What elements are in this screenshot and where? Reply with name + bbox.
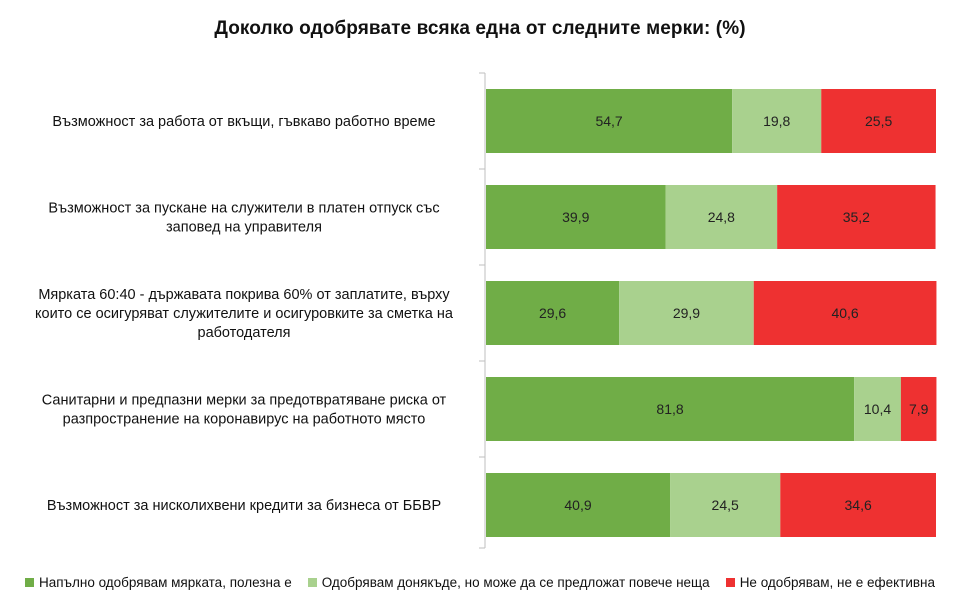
category-label: Възможност за нисколихвени кредити за би… xyxy=(47,498,441,514)
category-label: Възможност за работа от вкъщи, гъвкаво р… xyxy=(52,114,435,130)
bar-segment xyxy=(486,281,620,345)
chart-title: Доколко одобрявате всяка една от следнит… xyxy=(214,18,746,39)
category-label-line: Възможност за пускане на служители в пла… xyxy=(48,201,439,217)
data-label: 39,9 xyxy=(562,209,589,225)
bar-segment xyxy=(780,473,936,537)
bar-segment xyxy=(486,473,671,537)
category-label: Санитарни и предпазни мерки за предотвра… xyxy=(42,393,447,428)
data-label: 34,6 xyxy=(845,497,872,513)
legend-swatch xyxy=(24,578,34,587)
data-label: 24,8 xyxy=(708,209,735,225)
bar-segment xyxy=(486,89,733,153)
bar-segment xyxy=(486,185,666,249)
category-label-line: Мярката 60:40 - държавата покрива 60% от… xyxy=(38,287,450,303)
category-label-line: Санитарни и предпазни мерки за предотвра… xyxy=(42,393,447,409)
category-labels-group: Възможност за работа от вкъщи, гъвкаво р… xyxy=(35,114,454,514)
data-label: 10,4 xyxy=(864,401,891,417)
category-label-line: разпространение на коронавирус на работн… xyxy=(63,412,426,428)
data-label: 29,9 xyxy=(673,305,700,321)
bars-group xyxy=(486,89,937,537)
legend: Напълно одобрявам мярката, полезна е Одоб… xyxy=(0,575,960,590)
data-label: 7,9 xyxy=(909,401,929,417)
category-label-line: заповед на управителя xyxy=(166,220,322,236)
axis-dividers xyxy=(479,72,485,549)
data-label: 35,2 xyxy=(843,209,870,225)
legend-label: Напълно одобрявам мярката, полезна е xyxy=(38,575,292,590)
legend-swatch xyxy=(725,578,735,587)
bar-segment xyxy=(732,89,822,153)
category-label-line: работодателя xyxy=(198,325,291,341)
data-label: 81,8 xyxy=(656,401,683,417)
legend-swatch xyxy=(307,578,317,587)
legend-item: Одобрявам донякъде, но може да се предло… xyxy=(307,575,710,590)
bar-segment xyxy=(619,281,754,345)
data-label: 24,5 xyxy=(712,497,739,513)
data-label: 54,7 xyxy=(595,113,622,129)
bar-segment xyxy=(665,185,778,249)
category-label-line: които се осигуряват служителите и осигур… xyxy=(35,306,454,322)
data-label: 29,6 xyxy=(539,305,566,321)
legend-item: Напълно одобрявам мярката, полезна е xyxy=(24,575,292,590)
category-label: Мярката 60:40 - държавата покрива 60% от… xyxy=(35,287,454,341)
data-label: 40,6 xyxy=(831,305,858,321)
category-label-line: Възможност за нисколихвени кредити за би… xyxy=(47,498,441,514)
category-label: Възможност за пускане на служители в пла… xyxy=(48,201,439,236)
bar-segment xyxy=(821,89,936,153)
data-label: 25,5 xyxy=(865,113,892,129)
bar-segment xyxy=(854,377,901,441)
bar-segment xyxy=(753,281,937,345)
category-label-line: Възможност за работа от вкъщи, гъвкаво р… xyxy=(52,114,435,130)
bar-segment xyxy=(777,185,936,249)
bar-segment xyxy=(486,377,855,441)
value-labels-group: 54,7 19,8 25,5 39,9 24,8 35,2 29,6 29,9 40,6 81,8… xyxy=(539,113,929,513)
legend-label: Не одобрявам, не е ефективна xyxy=(739,575,936,590)
data-label: 19,8 xyxy=(763,113,790,129)
data-label: 40,9 xyxy=(564,497,591,513)
bar-segment xyxy=(670,473,781,537)
legend-item: Не одобрявам, не е ефективна xyxy=(725,575,936,590)
legend-label: Одобрявам донякъде, но може да се предло… xyxy=(321,575,710,590)
bar-segment xyxy=(900,377,937,441)
